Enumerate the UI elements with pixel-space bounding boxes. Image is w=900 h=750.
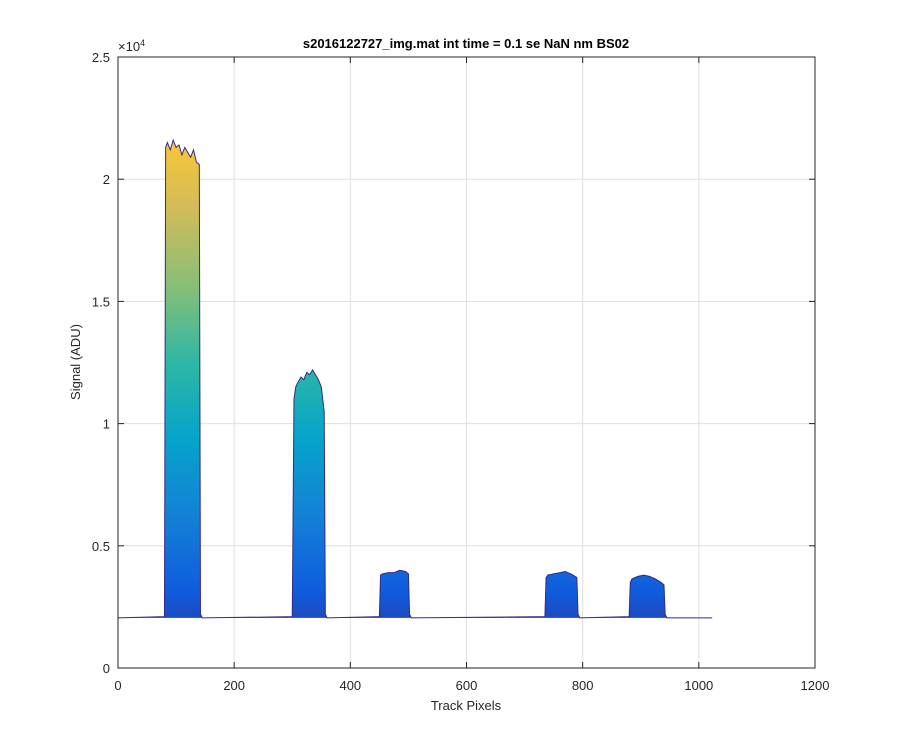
y-tick-label: 0	[103, 661, 110, 676]
data-layer	[118, 138, 713, 619]
axis-ticks	[117, 56, 816, 669]
y-tick-label: 2	[103, 172, 110, 187]
y-tick-label: 0.5	[92, 539, 110, 554]
x-tick-label: 0	[114, 678, 121, 693]
y-tick-labels: 0 0.5 1 1.5 2 2.5	[92, 50, 110, 676]
y-exponent-label: ×104	[118, 38, 145, 54]
grid-lines	[118, 57, 815, 668]
x-tick-labels: 0 200 400 600 800 1000 1200	[114, 678, 829, 693]
x-tick-label: 1200	[801, 678, 830, 693]
signal-line	[118, 138, 713, 619]
x-tick-label: 600	[456, 678, 478, 693]
y-tick-label: 2.5	[92, 50, 110, 65]
y-tick-label: 1.5	[92, 294, 110, 309]
x-tick-label: 800	[572, 678, 594, 693]
chart-title: s2016122727_img.mat int time = 0.1 se Na…	[303, 36, 629, 51]
x-tick-label: 200	[223, 678, 245, 693]
y-axis-title: Signal (ADU)	[68, 324, 83, 400]
x-tick-label: 400	[339, 678, 361, 693]
y-tick-label: 1	[103, 417, 110, 432]
x-tick-label: 1000	[684, 678, 713, 693]
x-axis-title: Track Pixels	[431, 698, 502, 713]
signal-area	[118, 140, 713, 618]
